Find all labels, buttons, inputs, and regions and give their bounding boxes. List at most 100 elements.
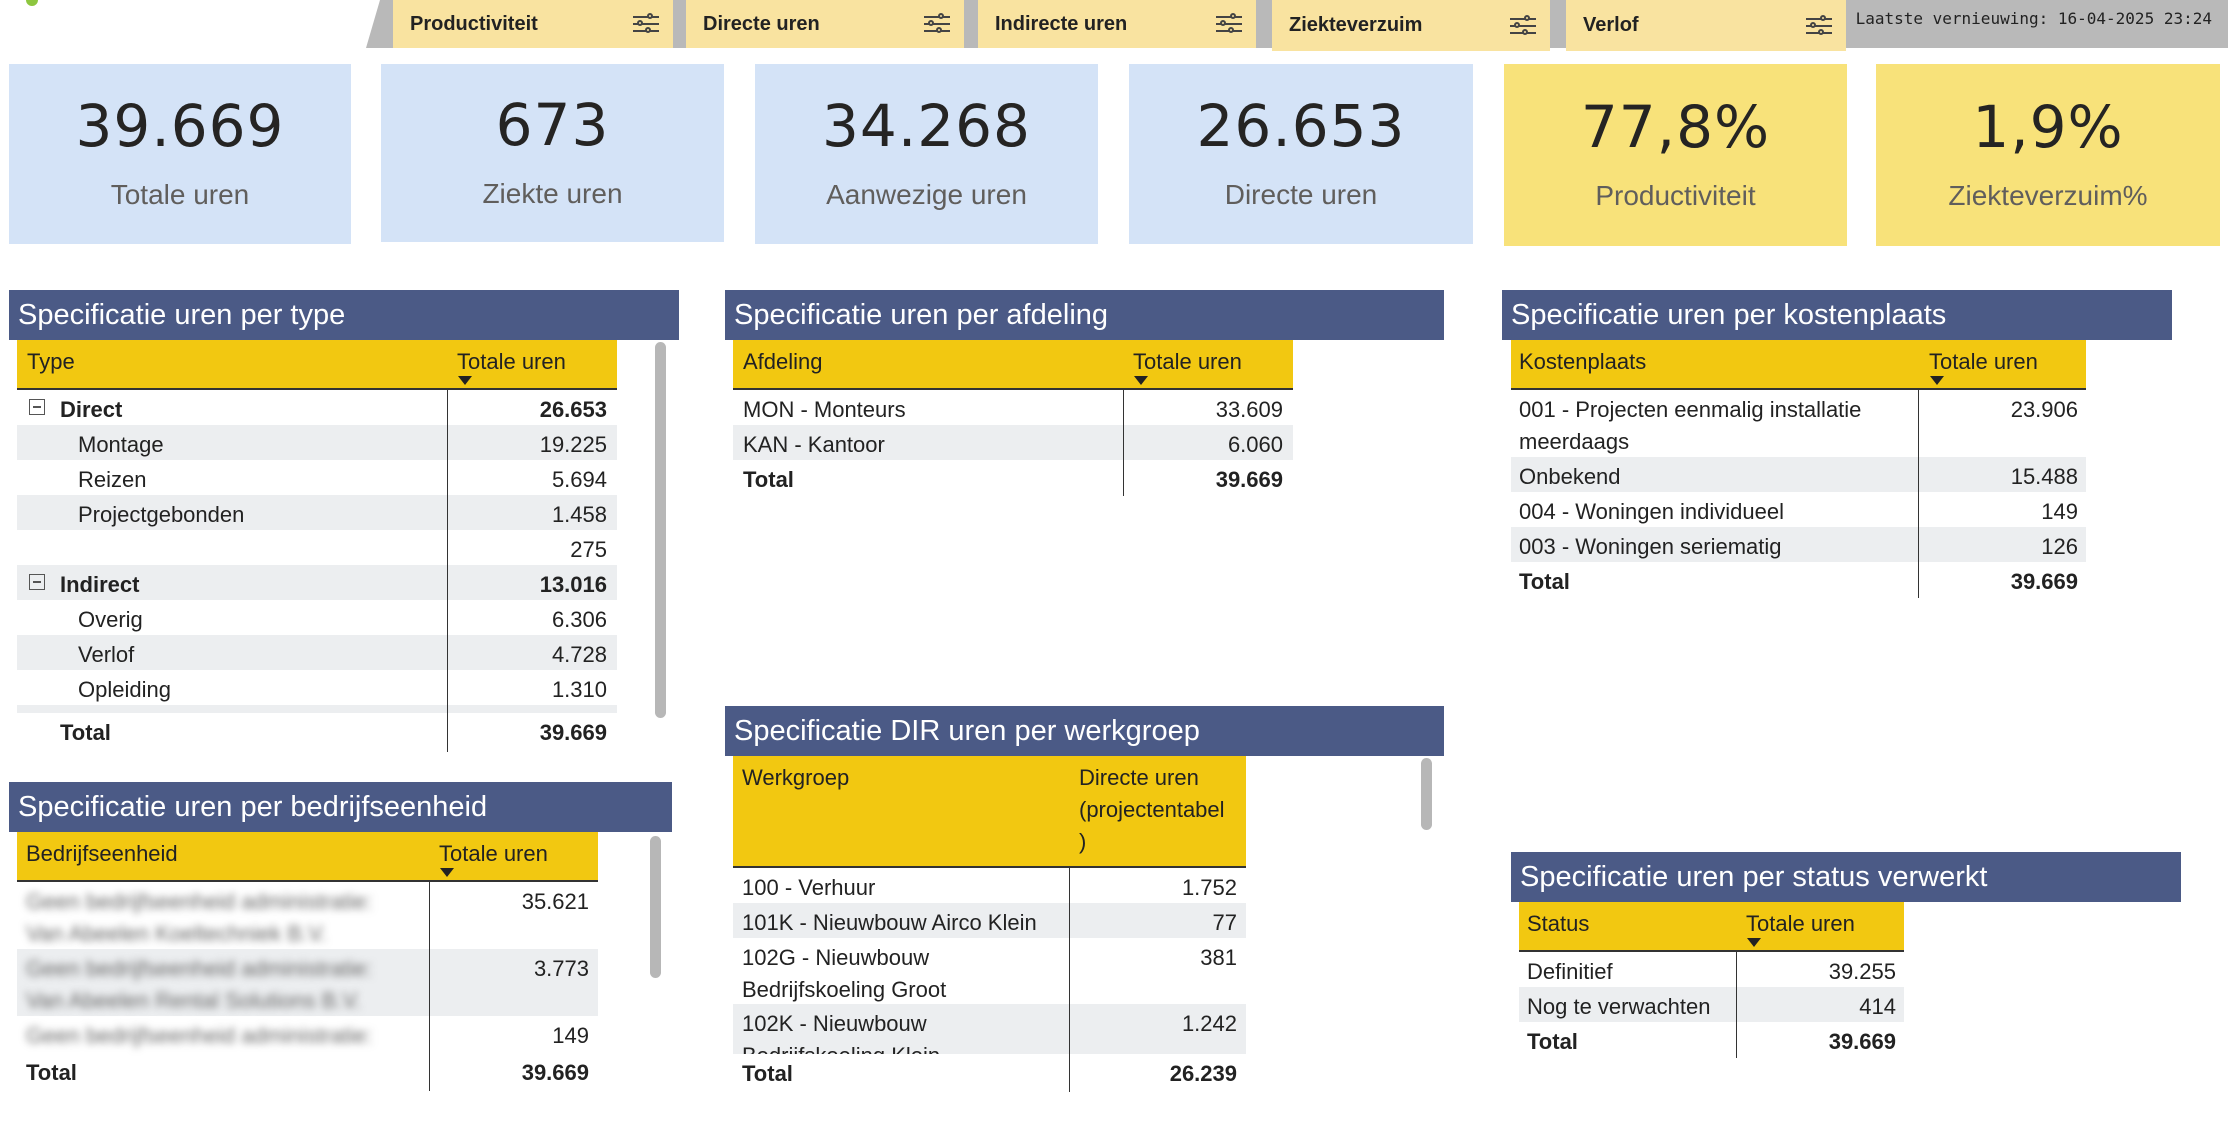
kpi-card-ziekte-uren: 673 Ziekte uren (381, 64, 724, 242)
kpi-value: 39.669 (75, 92, 285, 160)
slicer-productiviteit[interactable]: Productiviteit (393, 0, 673, 48)
slicer-label: Productiviteit (410, 12, 538, 35)
sort-desc-icon[interactable] (1930, 376, 1944, 385)
sort-desc-icon[interactable] (440, 868, 454, 877)
table-total-row: Total 39.669 (17, 713, 617, 748)
table-row[interactable]: Reizen 5.694 (17, 460, 617, 495)
table-row[interactable]: Definitief 39.255 (1519, 952, 1904, 987)
row-value: 1.310 (551, 677, 607, 702)
row-value: 275 (570, 537, 607, 562)
row-label-line: Bedrijfskoeling Groot (742, 976, 947, 1002)
table-row[interactable]: MON - Monteurs 33.609 (733, 390, 1293, 425)
slicer-indirecte-uren[interactable]: Indirecte uren (978, 0, 1256, 48)
filter-settings-icon[interactable] (1510, 14, 1536, 37)
logo-mark (26, 0, 38, 6)
panel-title-kostenplaats: Specificatie uren per kostenplaats (1502, 290, 2172, 340)
table-bedrijfseenheid: Bedrijfseenheid Totale uren Geen bedrijf… (17, 832, 598, 1091)
table-row[interactable]: Overig 6.306 (17, 600, 617, 635)
table-row[interactable]: Projectgebonden 1.458 (17, 495, 617, 530)
slicer-verlof[interactable]: Verlof (1566, 0, 1846, 51)
table-total-row: Total 39.669 (733, 460, 1293, 495)
row-label: 004 - Woningen individueel (1519, 499, 1784, 524)
table-row[interactable]: Geen bedrijfseenheid administratie: 149 (17, 1016, 598, 1051)
table-row[interactable]: Nog te verwachten 414 (1519, 987, 1904, 1022)
kpi-card-totale-uren: 39.669 Totale uren (9, 64, 351, 244)
scrollbar-werkgroep[interactable] (1421, 758, 1432, 830)
column-header-directe-uren[interactable]: Directe uren (projectentabel ) (1079, 762, 1225, 858)
table-row[interactable]: KAN - Kantoor 6.060 (733, 425, 1293, 460)
row-value: 1.752 (1181, 875, 1237, 900)
row-value: 15.488 (2010, 464, 2078, 489)
table-row[interactable]: 001 - Projecten eenmalig installatie mee… (1511, 390, 2086, 457)
table-row[interactable]: Indirect 13.016 (17, 565, 617, 600)
collapse-icon[interactable] (29, 399, 45, 415)
row-label-line: Van Abeelen Koeltechniek B.V. (26, 920, 327, 946)
sort-desc-icon[interactable] (458, 376, 472, 385)
slicer-label: Verlof (1583, 14, 1639, 36)
table-row[interactable]: Geen bedrijfseenheid administratie: Van … (17, 882, 598, 949)
column-header-totale-uren[interactable]: Totale uren (1746, 911, 1855, 936)
table-row[interactable]: Geen bedrijfseenheid administratie: Van … (17, 949, 598, 1016)
table-header: Status Totale uren (1519, 902, 1904, 952)
row-label: Verlof (78, 642, 135, 667)
row-value: 149 (552, 1023, 589, 1048)
table-row[interactable]: 003 - Woningen seriematig 126 (1511, 527, 2086, 562)
table-row[interactable]: Verlof 4.728 (17, 635, 617, 670)
row-label: Indirect (60, 572, 140, 597)
row-label: 102G - Nieuwbouw Bedrijfskoeling Groot (742, 942, 946, 1006)
column-header-totale-uren[interactable]: Totale uren (439, 841, 548, 866)
table-row[interactable]: 004 - Woningen individueel 149 (1511, 492, 2086, 527)
column-header-type[interactable]: Type (27, 349, 75, 374)
collapse-icon[interactable] (29, 574, 45, 590)
column-header-totale-uren[interactable]: Totale uren (1133, 349, 1242, 374)
table-row[interactable]: 102G - Nieuwbouw Bedrijfskoeling Groot 3… (733, 938, 1246, 1004)
column-divider (1123, 390, 1124, 496)
row-value: 77 (1212, 910, 1237, 935)
scrollbar-bedrijfseenheid[interactable] (650, 836, 661, 978)
table-row[interactable]: 275 (17, 530, 617, 565)
column-header-status[interactable]: Status (1527, 911, 1590, 936)
panel-title-type: Specificatie uren per type (9, 290, 679, 340)
filter-settings-icon[interactable] (924, 13, 950, 35)
kpi-label: Aanwezige uren (826, 179, 1027, 210)
row-value: 5.694 (551, 467, 607, 492)
kpi-label: Totale uren (110, 179, 250, 210)
slicer-label: Ziekteverzuim (1289, 14, 1423, 36)
table-row[interactable]: Montage 19.225 (17, 425, 617, 460)
kpi-value: 26.653 (1196, 92, 1406, 160)
slicer-ziekteverzuim[interactable]: Ziekteverzuim (1272, 0, 1550, 51)
scrollbar-type[interactable] (655, 342, 666, 718)
row-value: 13.016 (539, 572, 607, 597)
column-header-totale-uren[interactable]: Totale uren (457, 349, 566, 374)
table-status: Status Totale uren Definitief 39.255 Nog… (1519, 902, 1904, 1058)
sort-desc-icon[interactable] (1747, 938, 1761, 947)
table-row[interactable]: 102K - Nieuwbouw Bedrijfskoeling Klein 1… (733, 1004, 1246, 1054)
table-row[interactable]: 101K - Nieuwbouw Airco Klein 77 (733, 903, 1246, 938)
row-label: 100 - Verhuur (742, 875, 876, 900)
row-label: Montage (78, 432, 164, 457)
row-value: 414 (1859, 994, 1896, 1019)
filter-settings-icon[interactable] (633, 13, 659, 35)
filter-settings-icon[interactable] (1806, 14, 1832, 37)
table-row[interactable]: Direct 26.653 (17, 390, 617, 425)
total-label: Total (743, 467, 794, 492)
slicer-directe-uren[interactable]: Directe uren (686, 0, 964, 48)
filter-settings-icon[interactable] (1216, 13, 1242, 35)
column-header-totale-uren[interactable]: Totale uren (1929, 349, 2038, 374)
sort-desc-icon[interactable] (1134, 376, 1148, 385)
table-row[interactable]: Opleiding 1.310 (17, 670, 617, 705)
column-divider (1736, 952, 1737, 1058)
panel-title-bedrijfseenheid: Specificatie uren per bedrijfseenheid (9, 782, 672, 832)
table-werkgroep: Werkgroep Directe uren (projectentabel )… (733, 756, 1246, 1092)
table-row[interactable]: 100 - Verhuur 1.752 (733, 868, 1246, 903)
column-header-werkgroep[interactable]: Werkgroep (742, 765, 850, 790)
row-label-line: Van Abeelen Rental Solutions B.V. (26, 987, 362, 1013)
row-label-line: Geen bedrijfseenheid administratie: (26, 956, 373, 981)
column-header-kostenplaats[interactable]: Kostenplaats (1519, 349, 1647, 374)
column-header-afdeling[interactable]: Afdeling (743, 349, 823, 374)
panel-title-afdeling: Specificatie uren per afdeling (725, 290, 1444, 340)
table-row[interactable]: Onbekend 15.488 (1511, 457, 2086, 492)
row-value: 39.255 (1828, 959, 1896, 984)
row-label-redacted: Geen bedrijfseenheid administratie: Van … (26, 953, 372, 1017)
column-header-bedrijfseenheid[interactable]: Bedrijfseenheid (26, 841, 178, 866)
